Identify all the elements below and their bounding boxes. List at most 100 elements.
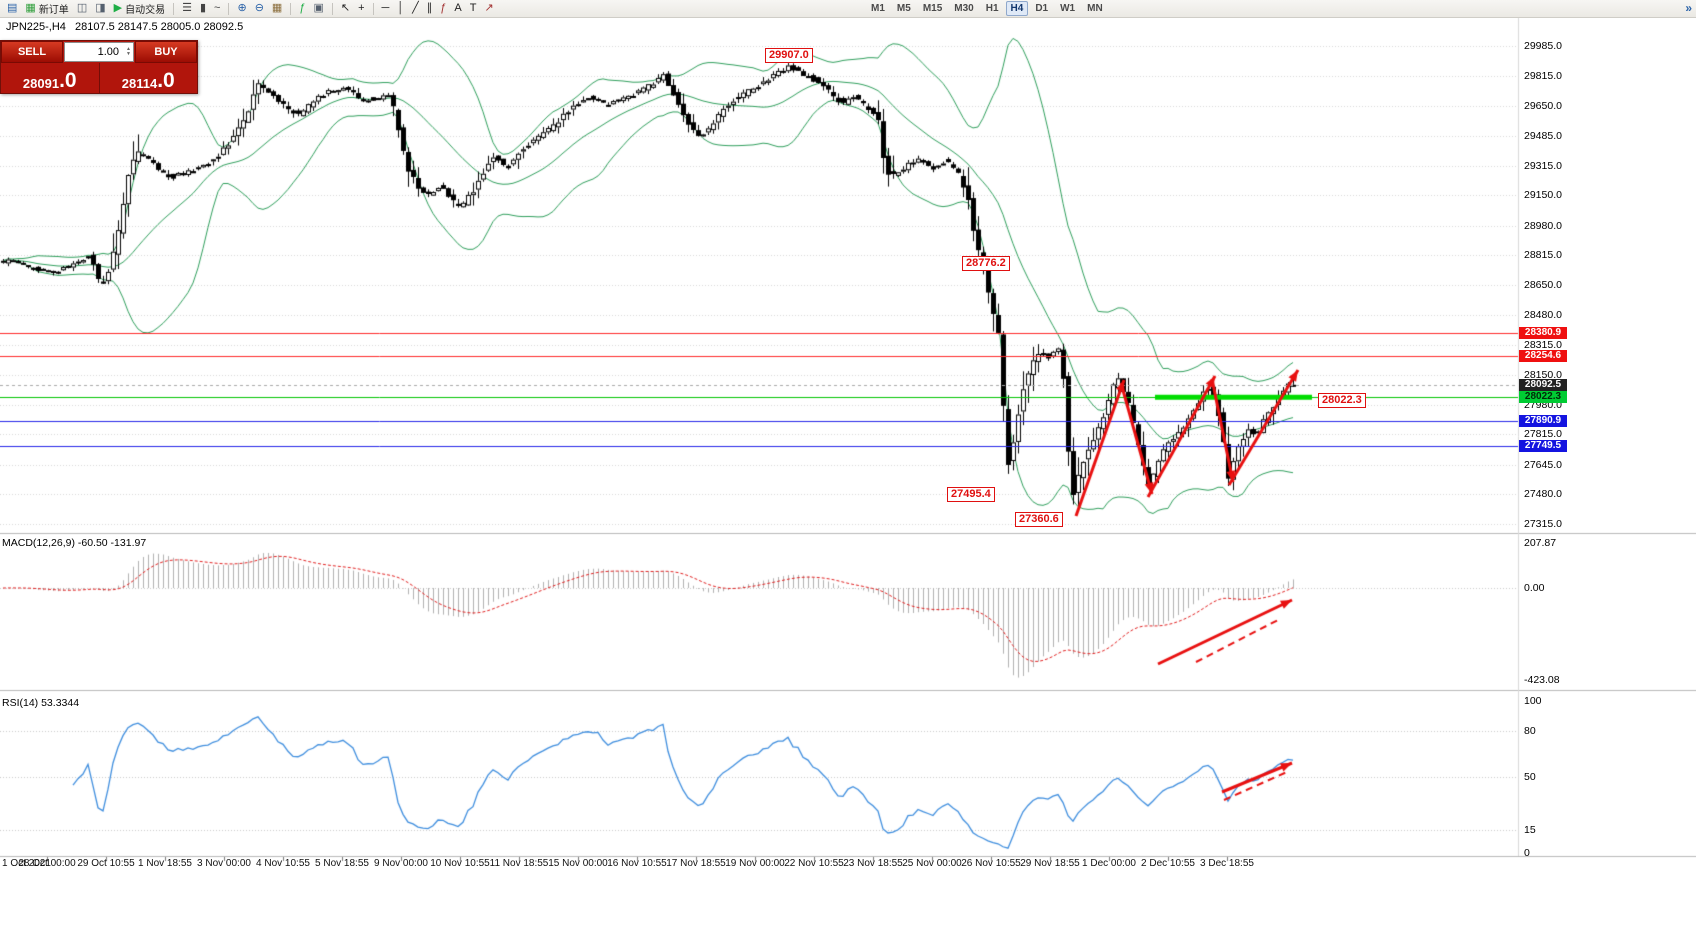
auto-trading-button-label: 自动交易 bbox=[125, 5, 166, 16]
macd-axis-label: 0.00 bbox=[1524, 582, 1545, 594]
price-tag: 27890.9 bbox=[1519, 414, 1567, 427]
profile-icon[interactable]: ◨ bbox=[92, 1, 108, 16]
time-axis-label: 26 Nov 10:55 bbox=[961, 858, 1021, 869]
timeframe-switcher: M1 M5 M15 M30 H1 H4 D1 W1 MN bbox=[865, 1, 1109, 16]
price-axis-label: 28815.0 bbox=[1524, 249, 1562, 262]
price-callout[interactable]: 27360.6 bbox=[1015, 512, 1063, 527]
sell-price-int: 28091 bbox=[22, 76, 60, 91]
macd-axis-label: -423.08 bbox=[1524, 673, 1560, 686]
channel-icon: ∥ bbox=[426, 2, 433, 14]
label-icon[interactable]: T bbox=[467, 1, 480, 16]
line-chart-icon[interactable]: ~ bbox=[211, 1, 223, 16]
timeframe-m1[interactable]: M1 bbox=[871, 3, 885, 14]
toolbar-separator bbox=[228, 2, 230, 15]
sell-price-frac: .0 bbox=[59, 69, 77, 92]
price-axis-label: 27315.0 bbox=[1524, 518, 1562, 530]
time-axis-label: 1 Nov 18:55 bbox=[138, 858, 192, 869]
macd-label: MACD(12,26,9) -60.50 -131.97 bbox=[2, 537, 147, 549]
time-axis-label: 3 Dec 18:55 bbox=[1200, 858, 1254, 869]
time-axis-label: 29 Nov 18:55 bbox=[1020, 858, 1080, 869]
text-icon: A bbox=[454, 2, 462, 14]
hline-icon[interactable]: ─ bbox=[379, 1, 393, 16]
tile-windows-icon[interactable]: ▦ bbox=[269, 1, 285, 16]
text-icon[interactable]: A bbox=[451, 1, 464, 16]
cursor-icon: ↖ bbox=[340, 2, 351, 14]
toolbar-separator bbox=[173, 2, 175, 15]
zoom-in-icon[interactable]: ⊕ bbox=[234, 1, 249, 16]
fibonacci-icon: ƒ bbox=[440, 2, 447, 14]
indicators-icon[interactable]: ƒ bbox=[296, 1, 308, 16]
price-axis-label: 29485.0 bbox=[1524, 129, 1562, 142]
auto-trading-button[interactable]: ▶ 自动交易 bbox=[111, 1, 168, 16]
price-callout[interactable]: 28776.2 bbox=[962, 256, 1010, 271]
timeframe-h1[interactable]: H1 bbox=[985, 3, 999, 14]
price-callout[interactable]: 28022.3 bbox=[1318, 393, 1366, 408]
volume-stepper[interactable]: ▲ ▼ bbox=[126, 46, 131, 57]
price-axis-label: 28480.0 bbox=[1524, 309, 1562, 322]
rsi-axis-label: 80 bbox=[1524, 725, 1536, 738]
rsi-axis-label: 0 bbox=[1524, 847, 1530, 859]
time-axis-label: 19 Nov 00:00 bbox=[725, 858, 785, 869]
terminal-icon[interactable]: ▤ bbox=[4, 1, 20, 16]
price-axis-label: 28315.0 bbox=[1524, 338, 1562, 351]
bars-chart-icon[interactable]: ☰ bbox=[179, 1, 195, 16]
time-axis-label: 5 Nov 18:55 bbox=[315, 858, 369, 869]
time-axis-label: 4 Nov 10:55 bbox=[256, 858, 310, 869]
time-axis-label: 10 Nov 10:55 bbox=[430, 858, 490, 869]
fibonacci-icon[interactable]: ƒ bbox=[437, 1, 449, 16]
price-callout[interactable]: 29907.0 bbox=[765, 48, 813, 63]
macd-axis-label: 207.87 bbox=[1524, 537, 1557, 549]
toolbar-separator bbox=[331, 2, 333, 15]
price-callout[interactable]: 27495.4 bbox=[947, 487, 995, 502]
timeframe-h4[interactable]: H4 bbox=[1005, 1, 1029, 16]
price-axis-label: 29650.0 bbox=[1524, 99, 1562, 112]
buy-button[interactable]: BUY bbox=[135, 41, 197, 63]
buy-price-frac: .0 bbox=[157, 69, 175, 92]
volume-input[interactable] bbox=[65, 46, 121, 58]
cursor-icon[interactable]: ↖ bbox=[338, 1, 353, 16]
buy-price: 28114.0 bbox=[98, 63, 198, 93]
timeframe-mn[interactable]: MN bbox=[1087, 3, 1103, 14]
crosshair-icon: + bbox=[358, 2, 365, 14]
price-tag: 28254.6 bbox=[1519, 349, 1567, 362]
channel-icon[interactable]: ∥ bbox=[424, 1, 436, 16]
zoom-in-icon: ⊕ bbox=[237, 2, 247, 14]
price-axis-label: 29315.0 bbox=[1524, 159, 1562, 172]
time-axis-label: 25 Nov 00:00 bbox=[902, 858, 962, 869]
crosshair-icon[interactable]: + bbox=[355, 1, 367, 16]
new-order-button[interactable]: ▦ 新订单 bbox=[22, 1, 71, 16]
time-axis-label: 11 Nov 18:55 bbox=[489, 858, 549, 869]
sell-button[interactable]: SELL bbox=[1, 41, 63, 63]
rsi-label: RSI(14) 53.3344 bbox=[2, 697, 80, 709]
templates-icon[interactable]: ▣ bbox=[310, 1, 326, 16]
time-axis-label: 2 Dec 10:55 bbox=[1141, 858, 1195, 869]
toolbar-separator bbox=[290, 2, 292, 15]
chart-window-icon[interactable]: ◫ bbox=[74, 1, 90, 16]
trendline-icon[interactable]: ╱ bbox=[409, 1, 422, 16]
sell-price: 28091.0 bbox=[1, 63, 99, 93]
auto-trading-button-icon: ▶ bbox=[113, 2, 123, 14]
symbol-period-label: JPN225-,H4 bbox=[6, 21, 66, 33]
price-axis-label: 28980.0 bbox=[1524, 219, 1562, 232]
rsi-axis-label: 100 bbox=[1524, 695, 1542, 707]
chart-window-icon: ◫ bbox=[76, 2, 88, 14]
buy-price-int: 28114 bbox=[121, 76, 158, 91]
toolbar-overflow-icon[interactable]: » bbox=[1685, 1, 1692, 15]
vline-icon[interactable]: │ bbox=[394, 1, 407, 16]
candlestick-chart-icon[interactable]: ▮ bbox=[197, 1, 209, 16]
timeframe-m30[interactable]: M30 bbox=[954, 3, 974, 14]
toolbar: ▤ ▦ 新订单 ◫ ◨ ▶ 自动交易 ☰ ▮ ~ ⊕ ⊖ ▦ ƒ ▣ ↖ + ─ │ ╱ ∥ ƒ A T ↗ M1 M5 M15 M3… bbox=[0, 0, 1696, 18]
price-axis-label: 29985.0 bbox=[1524, 40, 1562, 52]
price-axis-label: 27645.0 bbox=[1524, 458, 1562, 471]
shapes-icon[interactable]: ↗ bbox=[482, 1, 497, 16]
price-tag: 28022.3 bbox=[1519, 391, 1567, 404]
zoom-out-icon[interactable]: ⊖ bbox=[252, 1, 267, 16]
timeframe-w1[interactable]: W1 bbox=[1060, 3, 1076, 14]
timeframe-m15[interactable]: M15 bbox=[922, 3, 943, 14]
timeframe-d1[interactable]: D1 bbox=[1035, 3, 1049, 14]
chart-ohlc-info: JPN225-,H4 28107.5 28147.5 28005.0 28092… bbox=[6, 21, 243, 33]
price-tag: 28380.9 bbox=[1519, 327, 1567, 340]
new-order-button-label: 新订单 bbox=[38, 5, 69, 16]
timeframe-m5[interactable]: M5 bbox=[896, 3, 911, 14]
